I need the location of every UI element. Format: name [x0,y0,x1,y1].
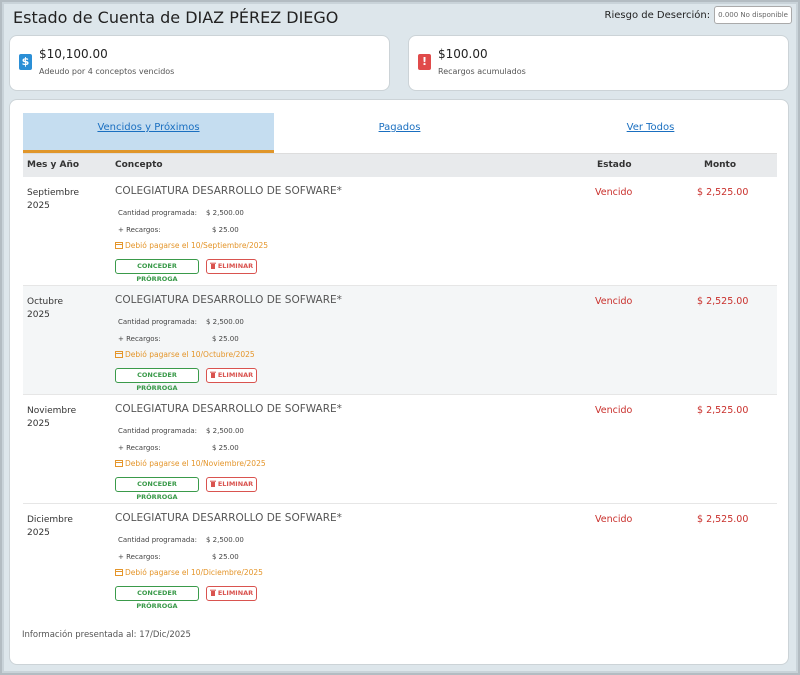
row-concept: COLEGIATURA DESARROLLO DE SOFWARE* [115,403,342,415]
row-month: Septiembre [27,188,80,198]
row-year: 2025 [27,310,50,320]
grant-extension-button[interactable]: CONCEDER PRÓRROGA [115,259,199,283]
row-amount: $ 2,525.00 [697,296,749,307]
column-header-concept: Concepto [115,160,163,170]
delete-button[interactable]: ELIMINAR [206,259,257,274]
surcharges-amount: $100.00 [438,47,488,61]
row-status: Vencido [595,514,633,525]
scheduled-amount: $ 2,500.00 [206,536,244,544]
owed-amount: $10,100.00 [39,47,108,61]
due-date-text: Debió pagarse el 10/Diciembre/2025 [125,568,263,577]
row-year: 2025 [27,528,50,538]
surcharge-amount: $ 25.00 [212,553,239,561]
trash-icon [209,371,216,378]
due-date-text: Debió pagarse el 10/Septiembre/2025 [125,241,269,250]
grant-extension-button[interactable]: CONCEDER PRÓRROGA [115,477,199,501]
calendar-icon [115,460,123,467]
scheduled-label: Cantidad programada: [118,536,197,544]
row-status: Vencido [595,405,633,416]
due-note: Debió pagarse el 10/Octubre/2025 [115,350,255,359]
account-statement-window: Estado de Cuenta de DIAZ PÉREZ DIEGO Rie… [4,4,796,671]
column-header-month: Mes y Año [27,160,80,170]
tab-vencidos-proximos[interactable]: Vencidos y Próximos [23,113,274,153]
trash-icon [209,480,216,487]
grant-extension-button[interactable]: CONCEDER PRÓRROGA [115,368,199,392]
row-year: 2025 [27,201,50,211]
row-month: Octubre [27,297,64,307]
surcharge-label: + Recargos: [118,226,161,234]
column-header-status: Estado [597,160,632,170]
info-timestamp: Información presentada al: 17/Dic/2025 [22,630,191,640]
delete-button[interactable]: ELIMINAR [206,586,257,601]
row-month-year: Septiembre 2025 [27,187,97,213]
surcharge-label: + Recargos: [118,444,161,452]
delete-label: ELIMINAR [217,480,254,488]
tab-ver-todos[interactable]: Ver Todos [626,122,675,133]
due-note: Debió pagarse el 10/Septiembre/2025 [115,241,268,250]
scheduled-amount: $ 2,500.00 [206,209,244,217]
table-row: Noviembre 2025 COLEGIATURA DESARROLLO DE… [23,395,777,504]
row-concept: COLEGIATURA DESARROLLO DE SOFWARE* [115,512,342,524]
delete-label: ELIMINAR [217,589,254,597]
row-amount: $ 2,525.00 [697,405,749,416]
calendar-icon [115,242,123,249]
surcharges-description: Recargos acumulados [438,67,526,76]
due-note: Debió pagarse el 10/Diciembre/2025 [115,568,263,577]
trash-icon [209,589,216,596]
owed-summary-card: $ $10,100.00 Adeudo por 4 conceptos venc… [9,35,390,91]
tab-pagados[interactable]: Pagados [378,122,421,133]
table-header: Mes y Año Concepto Estado Monto [23,154,777,177]
due-date-text: Debió pagarse el 10/Noviembre/2025 [125,459,266,468]
scheduled-label: Cantidad programada: [118,427,197,435]
page-title: Estado de Cuenta de DIAZ PÉREZ DIEGO [13,8,339,27]
charges-table-body: Septiembre 2025 COLEGIATURA DESARROLLO D… [23,177,777,613]
delete-label: ELIMINAR [217,262,254,270]
surcharge-amount: $ 25.00 [212,444,239,452]
calendar-icon [115,351,123,358]
surcharge-label: + Recargos: [118,553,161,561]
row-month: Noviembre [27,406,77,416]
row-month: Diciembre [27,515,73,525]
row-month-year: Diciembre 2025 [27,514,97,540]
scheduled-label: Cantidad programada: [118,209,197,217]
grant-extension-button[interactable]: CONCEDER PRÓRROGA [115,586,199,610]
scheduled-amount: $ 2,500.00 [206,427,244,435]
trash-icon [209,262,216,269]
row-status: Vencido [595,296,633,307]
table-row: Octubre 2025 COLEGIATURA DESARROLLO DE S… [23,286,777,395]
row-amount: $ 2,525.00 [697,514,749,525]
dropout-risk: Riesgo de Deserción: 0.000 No disponible [605,6,792,24]
row-amount: $ 2,525.00 [697,187,749,198]
exclamation-icon: ! [418,54,431,70]
table-row: Septiembre 2025 COLEGIATURA DESARROLLO D… [23,177,777,286]
delete-button[interactable]: ELIMINAR [206,477,257,492]
row-month-year: Noviembre 2025 [27,405,97,431]
due-note: Debió pagarse el 10/Noviembre/2025 [115,459,266,468]
table-row: Diciembre 2025 COLEGIATURA DESARROLLO DE… [23,504,777,613]
dropout-risk-value: 0.000 No disponible [714,6,792,24]
tab-bar: Vencidos y Próximos Pagados Ver Todos [23,113,777,154]
surcharges-summary-card: ! $100.00 Recargos acumulados [408,35,789,91]
scheduled-amount: $ 2,500.00 [206,318,244,326]
column-header-amount: Monto [704,160,737,170]
dollar-icon: $ [19,54,32,70]
delete-label: ELIMINAR [217,371,254,379]
calendar-icon [115,569,123,576]
dropout-risk-label: Riesgo de Deserción: [604,9,711,21]
delete-button[interactable]: ELIMINAR [206,368,257,383]
surcharge-label: + Recargos: [118,335,161,343]
charges-panel: Vencidos y Próximos Pagados Ver Todos Me… [9,99,789,665]
row-status: Vencido [595,187,633,198]
owed-description: Adeudo por 4 conceptos vencidos [39,67,175,76]
scheduled-label: Cantidad programada: [118,318,197,326]
due-date-text: Debió pagarse el 10/Octubre/2025 [125,350,255,359]
row-year: 2025 [27,419,50,429]
surcharge-amount: $ 25.00 [212,226,239,234]
surcharge-amount: $ 25.00 [212,335,239,343]
row-month-year: Octubre 2025 [27,296,97,322]
row-concept: COLEGIATURA DESARROLLO DE SOFWARE* [115,185,342,197]
row-concept: COLEGIATURA DESARROLLO DE SOFWARE* [115,294,342,306]
